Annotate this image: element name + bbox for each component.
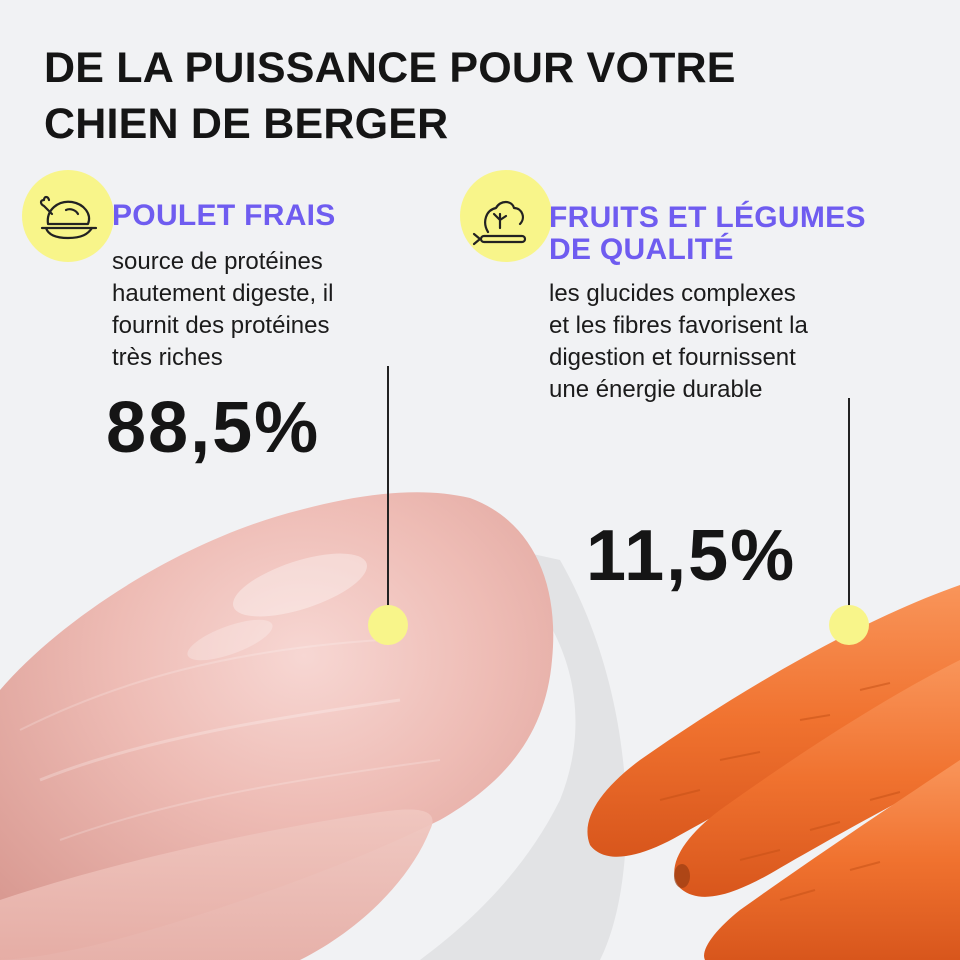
feature-title-chicken: POULET FRAIS bbox=[112, 200, 336, 232]
feature-desc-line: digestion et fournissent bbox=[549, 344, 796, 371]
carrot bbox=[704, 760, 960, 960]
feature-desc-vegetables: les glucides complexes et les fibres fav… bbox=[549, 278, 808, 406]
chicken-fiber bbox=[39, 698, 401, 782]
chicken-icon-badge bbox=[22, 170, 114, 262]
feature-desc-line: hautement digeste, il bbox=[112, 280, 334, 307]
chicken-fiber bbox=[59, 759, 441, 841]
carrot bbox=[587, 585, 960, 857]
headline-line-2: CHIEN DE BERGER bbox=[44, 100, 449, 148]
feature-title-line: DE QUALITÉ bbox=[549, 233, 734, 266]
headline-line-1: DE LA PUISSANCE POUR VOTRE bbox=[44, 44, 736, 92]
feature-desc-line: les glucides complexes bbox=[549, 280, 796, 307]
feature-desc-line: une énergie durable bbox=[549, 376, 763, 403]
chicken-shadow bbox=[420, 540, 627, 960]
feature-desc-line: très riches bbox=[112, 344, 223, 371]
marker-dot-chicken bbox=[368, 605, 408, 645]
feature-title-line: FRUITS ET LÉGUMES bbox=[549, 201, 866, 234]
chicken-highlight bbox=[233, 553, 367, 617]
chicken-breast bbox=[0, 492, 554, 960]
page-headline: DE LA PUISSANCE POUR VOTRE CHIEN DE BERG… bbox=[44, 40, 904, 152]
percent-vegetables: 11,5% bbox=[586, 516, 797, 596]
feature-desc-line: et les fibres favorisent la bbox=[549, 312, 808, 339]
chicken-fold bbox=[0, 809, 433, 960]
carrots bbox=[587, 585, 960, 960]
vegetables-icon bbox=[472, 200, 527, 246]
marker-dot-vegetables bbox=[829, 605, 869, 645]
chicken-highlight bbox=[187, 619, 273, 661]
feature-desc-line: source de protéines bbox=[112, 248, 323, 275]
feature-desc-chicken: source de protéines hautement digeste, i… bbox=[112, 246, 333, 374]
carrot bbox=[674, 660, 960, 897]
leader-line-chicken bbox=[387, 366, 389, 624]
chicken-fiber bbox=[19, 639, 381, 731]
percent-chicken: 88,5% bbox=[106, 388, 321, 468]
vegetables-icon-badge bbox=[460, 170, 552, 262]
feature-title-vegetables: FRUITS ET LÉGUMES DE QUALITÉ bbox=[549, 202, 866, 266]
roast-chicken-icon bbox=[39, 195, 98, 240]
feature-desc-line: fournit des protéines bbox=[112, 312, 330, 339]
feature-title-line: POULET FRAIS bbox=[112, 199, 336, 232]
leader-line-vegetables bbox=[848, 398, 850, 608]
